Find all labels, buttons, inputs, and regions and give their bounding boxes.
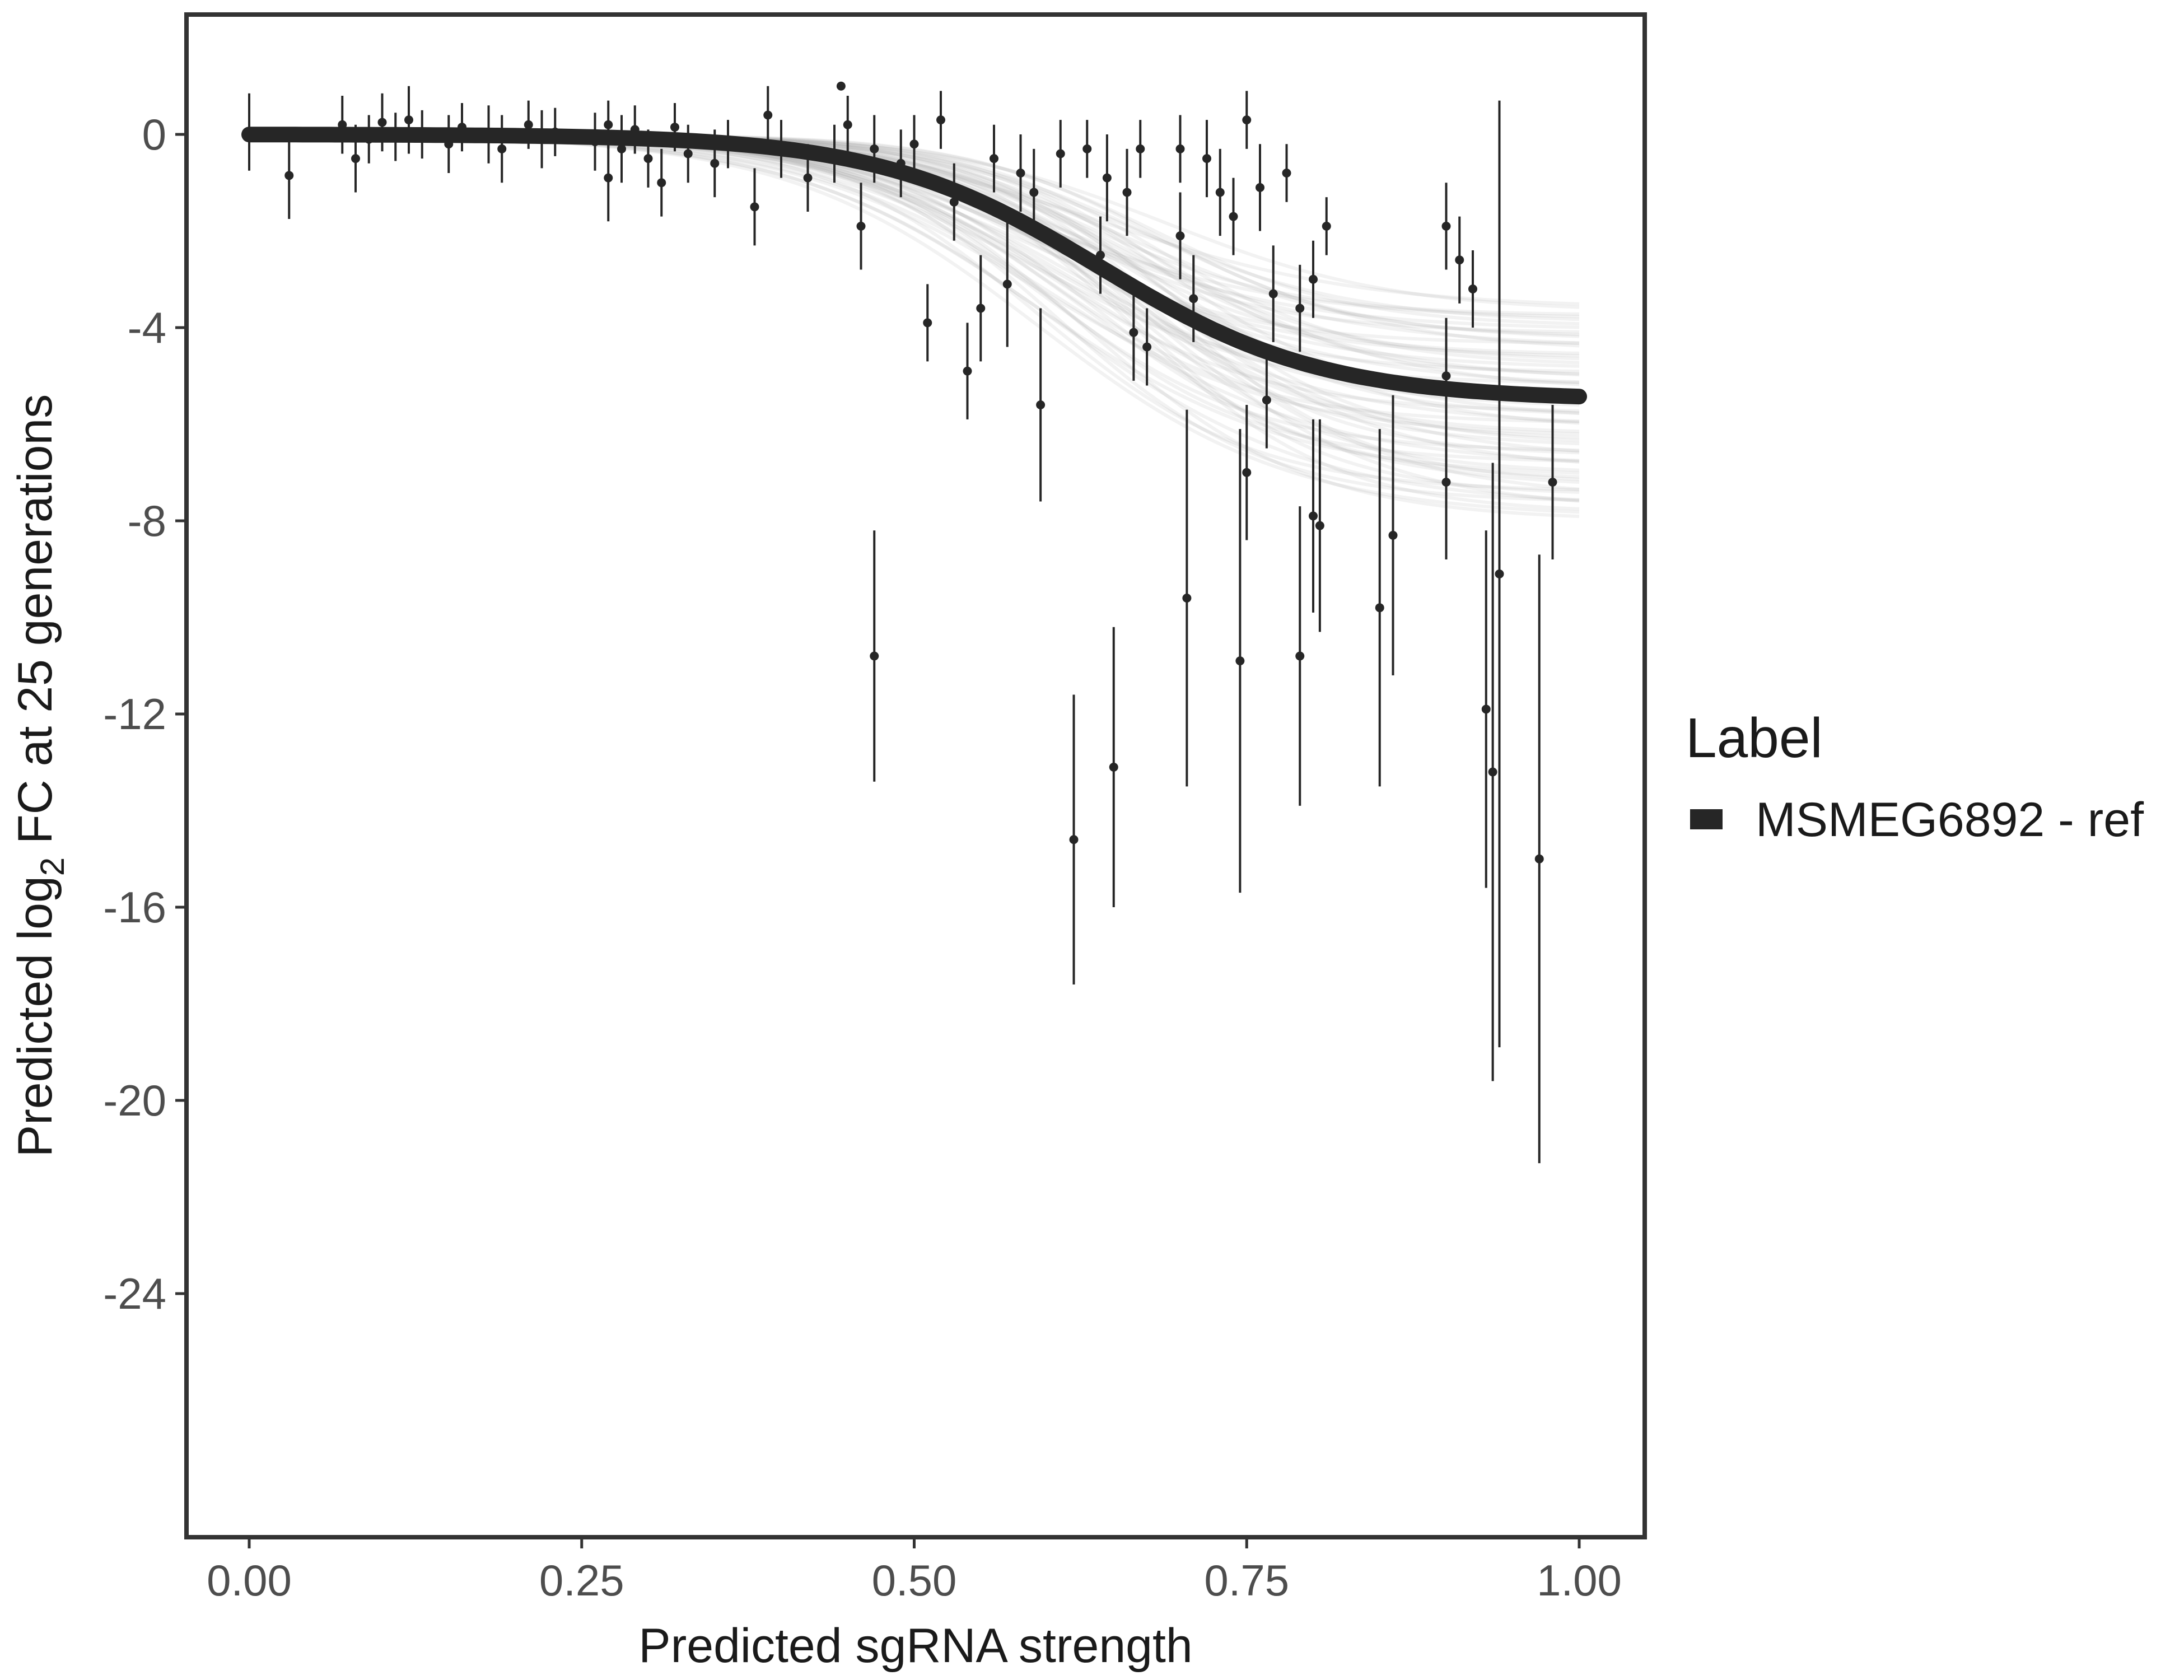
data-point [1322,221,1331,231]
data-point [604,173,613,183]
data-point [1242,115,1252,125]
data-point [1142,342,1152,352]
data-point [1056,149,1065,158]
data-point [870,144,879,153]
data-point [1481,704,1491,714]
data-points [245,81,1557,1164]
data-point [949,197,959,207]
data-point [1309,511,1318,521]
data-point [1295,651,1305,661]
y-tick-label: -12 [103,689,166,739]
fit-curve [241,127,1587,405]
data-point [843,120,852,129]
data-point [1468,284,1477,293]
data-point [1282,169,1291,178]
data-point [936,115,945,125]
data-point [1202,154,1211,164]
data-point [284,171,294,180]
legend-title: Label [1686,707,1823,769]
data-point [1082,144,1092,153]
data-point [1548,478,1557,487]
data-point [1235,656,1245,666]
data-point [1388,530,1398,540]
data-point [1495,569,1504,578]
y-tick-label: -16 [103,883,166,932]
data-point [1129,328,1138,337]
data-point [604,120,613,129]
data-point [803,173,813,183]
data-point [1109,762,1118,772]
data-point [1175,231,1185,241]
x-tick-label: 0.50 [872,1556,957,1605]
x-tick-label: 0.00 [207,1556,292,1605]
data-point [1016,169,1025,178]
data-point [1122,188,1132,197]
data-point [1268,289,1278,298]
data-point [1175,144,1185,153]
y-tick-label: 0 [142,110,166,159]
data-point [990,154,998,164]
data-point [1002,279,1012,289]
data-point [1262,395,1271,405]
data-point [976,304,986,313]
y-axis-title: Predicted log2 FC at 25 generations [8,394,71,1157]
data-point [1215,188,1225,197]
legend-key [1690,809,1723,829]
data-point [497,144,507,153]
data-point [643,154,653,164]
data-point [1229,212,1238,221]
data-point [1029,188,1039,197]
y-tick-label: -8 [128,496,166,545]
data-point [617,144,626,153]
data-point [1036,400,1046,409]
data-point [683,149,693,158]
data-point [1375,603,1384,613]
plot-panel-frame [184,12,1647,1539]
data-point [1189,294,1198,304]
data-point [1242,468,1252,477]
x-tick-label: 0.75 [1204,1556,1289,1605]
data-point [524,120,533,129]
data-point [750,202,759,212]
y-axis: 0 -4 -8 -12 -16 -20 -24 [103,110,186,1318]
data-point [710,158,720,168]
data-point [1295,304,1305,313]
x-axis-title: Predicted sgRNA strength [638,1619,1193,1673]
data-point [1441,371,1451,381]
data-point [1102,173,1112,183]
legend-label: MSMEG6892 - ref [1756,793,2144,847]
y-tick-label: -4 [128,303,166,352]
data-point [856,221,866,231]
data-point [1455,255,1464,265]
data-point [763,110,773,120]
data-point [1441,221,1451,231]
data-point [657,178,666,188]
x-tick-label: 0.25 [539,1556,624,1605]
data-point [1315,521,1324,530]
data-point [909,139,919,149]
data-point [1488,767,1497,777]
data-point [923,318,932,328]
data-point [377,118,387,127]
data-point [1136,144,1145,153]
data-point [1256,183,1264,192]
y-tick-label: -24 [103,1269,166,1318]
data-point [963,366,972,376]
data-point [1441,478,1451,487]
data-point [1309,274,1318,284]
data-point [670,123,679,132]
data-point [870,651,879,661]
data-point [1069,835,1079,844]
data-point [404,115,413,125]
data-point [1534,854,1544,864]
data-point [1182,594,1192,603]
legend: Label MSMEG6892 - ref [1686,707,2144,847]
x-tick-label: 1.00 [1537,1556,1622,1605]
data-point [836,81,846,91]
y-tick-label: -20 [103,1076,166,1125]
x-axis: 0.00 0.25 0.50 0.75 1.00 [207,1537,1622,1605]
data-point [351,154,360,164]
